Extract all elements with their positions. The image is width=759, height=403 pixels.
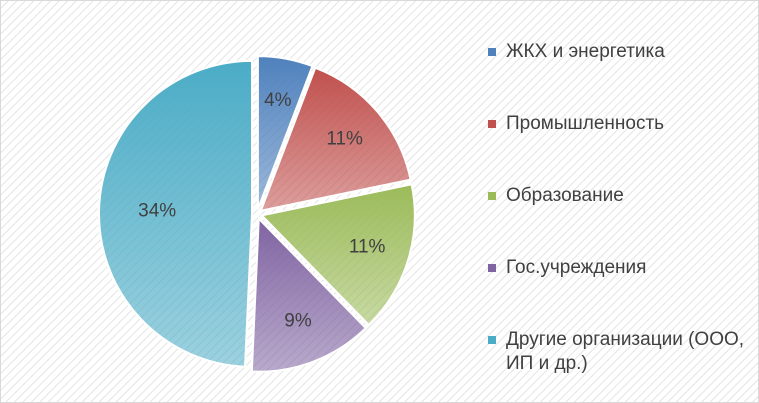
legend-item: Промышленность [488, 112, 753, 184]
legend-item: Образование [488, 184, 753, 256]
legend-swatch [488, 48, 496, 56]
pie-slice [256, 55, 314, 210]
data-label: 9% [284, 311, 312, 332]
data-label: 34% [138, 201, 176, 222]
legend-swatch [488, 264, 496, 272]
pie-slice [98, 59, 254, 368]
pie-slice [250, 216, 368, 373]
pie-slice [259, 66, 412, 213]
legend-label: Промышленность [506, 113, 665, 134]
data-label: 4% [264, 90, 292, 111]
legend-label: ЖКХ и энергетика [506, 41, 665, 62]
legend-label: Образование [506, 185, 624, 206]
data-label: 11% [349, 237, 386, 258]
data-label: 11% [326, 128, 363, 149]
legend-item: Другие организации (ООО, ИП и др.) [488, 328, 753, 400]
legend-swatch [488, 336, 496, 344]
pie-slice [259, 183, 416, 327]
legend-item: ЖКХ и энергетика [488, 40, 753, 112]
legend-swatch [488, 192, 496, 200]
legend: ЖКХ и энергетика Промышленность Образовани… [488, 40, 753, 400]
legend-swatch [488, 120, 496, 128]
legend-item: Гос.учреждения [488, 256, 753, 328]
legend-label: Другие организации (ООО, ИП и др.) [506, 329, 745, 374]
legend-label: Гос.учреждения [506, 257, 647, 278]
